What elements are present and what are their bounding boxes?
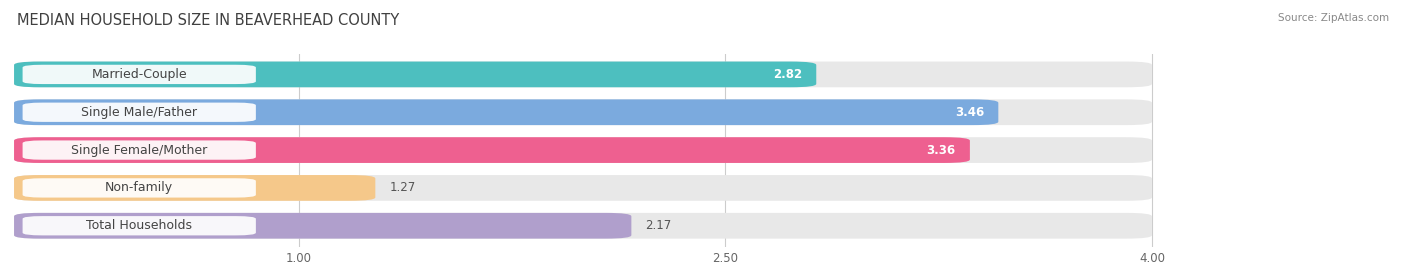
FancyBboxPatch shape — [14, 137, 970, 163]
FancyBboxPatch shape — [22, 65, 256, 84]
Text: 3.36: 3.36 — [927, 144, 956, 157]
FancyBboxPatch shape — [14, 62, 1152, 87]
Text: Single Male/Father: Single Male/Father — [82, 106, 197, 119]
Text: 2.82: 2.82 — [773, 68, 801, 81]
FancyBboxPatch shape — [14, 137, 1152, 163]
FancyBboxPatch shape — [14, 175, 1152, 201]
FancyBboxPatch shape — [14, 213, 1152, 239]
Text: Single Female/Mother: Single Female/Mother — [72, 144, 207, 157]
FancyBboxPatch shape — [22, 140, 256, 160]
Text: Source: ZipAtlas.com: Source: ZipAtlas.com — [1278, 13, 1389, 23]
Text: MEDIAN HOUSEHOLD SIZE IN BEAVERHEAD COUNTY: MEDIAN HOUSEHOLD SIZE IN BEAVERHEAD COUN… — [17, 13, 399, 28]
FancyBboxPatch shape — [14, 62, 817, 87]
FancyBboxPatch shape — [22, 178, 256, 198]
FancyBboxPatch shape — [22, 216, 256, 235]
Text: 2.17: 2.17 — [645, 219, 672, 232]
FancyBboxPatch shape — [14, 99, 1152, 125]
FancyBboxPatch shape — [14, 213, 631, 239]
Text: Married-Couple: Married-Couple — [91, 68, 187, 81]
Text: Non-family: Non-family — [105, 181, 173, 194]
FancyBboxPatch shape — [22, 103, 256, 122]
Text: 1.27: 1.27 — [389, 181, 416, 194]
FancyBboxPatch shape — [14, 99, 998, 125]
FancyBboxPatch shape — [14, 175, 375, 201]
Text: 3.46: 3.46 — [955, 106, 984, 119]
Text: Total Households: Total Households — [86, 219, 193, 232]
